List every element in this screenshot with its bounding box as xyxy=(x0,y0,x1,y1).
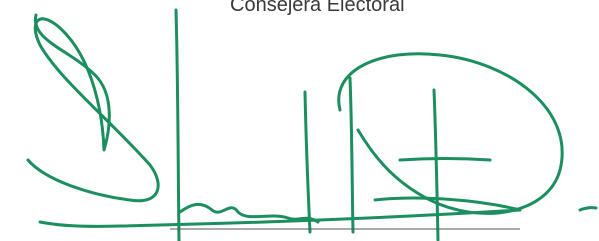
signature-stroke xyxy=(305,92,310,232)
signature-stroke xyxy=(176,10,179,241)
signature-stroke xyxy=(400,159,490,161)
signature xyxy=(0,0,599,241)
signature-stroke xyxy=(350,78,353,232)
page: Consejera Electoral (() => { const data … xyxy=(0,0,599,241)
signature-stroke xyxy=(40,198,520,226)
signature-stroke xyxy=(434,90,438,240)
signature-stroke xyxy=(580,208,596,210)
signature-stroke xyxy=(28,15,158,201)
signature-stroke xyxy=(339,54,562,214)
